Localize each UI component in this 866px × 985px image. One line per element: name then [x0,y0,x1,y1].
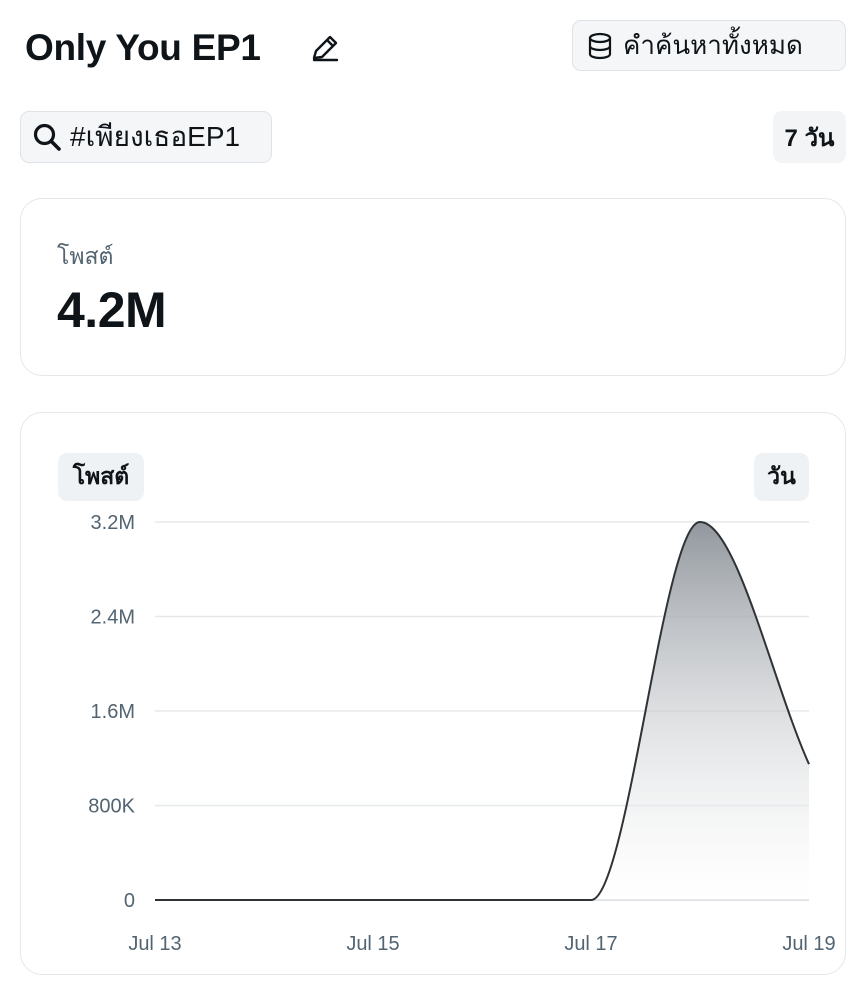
x-axis-ticks: Jul 13 Jul 15 Jul 17 Jul 19 [128,933,835,955]
stat-label: โพสต์ [57,243,114,269]
search-chip[interactable]: #เพียงเธอEP1 [20,111,272,163]
search-icon [33,123,61,151]
x-tick-label: Jul 15 [346,933,399,955]
granularity-selector[interactable]: วัน [754,453,809,501]
area-fill [155,522,809,900]
saved-searches-button[interactable]: คำค้นหาทั้งหมด [572,20,846,71]
x-tick-label: Jul 19 [782,933,835,955]
database-icon [588,32,612,59]
y-tick-label: 0 [124,890,135,912]
y-tick-label: 1.6M [91,701,135,723]
page-title: Only You EP1 [25,27,261,68]
y-tick-label: 3.2M [91,512,135,534]
y-axis-ticks: 0 800K 1.6M 2.4M 3.2M [88,512,135,912]
saved-searches-label: คำค้นหาทั้งหมด [623,30,803,60]
metric-selector[interactable]: โพสต์ [58,453,144,501]
area-series [154,520,810,901]
chart-card: 0 800K 1.6M 2.4M 3.2M Jul 13 Jul 15 Jul 17 Jul … [20,412,846,975]
stat-value: 4.2M [57,282,167,338]
search-query: #เพียงเธอEP1 [70,121,241,152]
y-tick-label: 800K [88,796,135,818]
period-button[interactable]: 7 วัน [773,111,846,163]
posts-stat-card: โพสต์ 4.2M [20,198,846,376]
x-tick-label: Jul 17 [564,933,617,955]
y-tick-label: 2.4M [91,607,135,629]
pencil-icon[interactable] [308,31,342,65]
x-tick-label: Jul 13 [128,933,181,955]
series-line [154,520,810,901]
